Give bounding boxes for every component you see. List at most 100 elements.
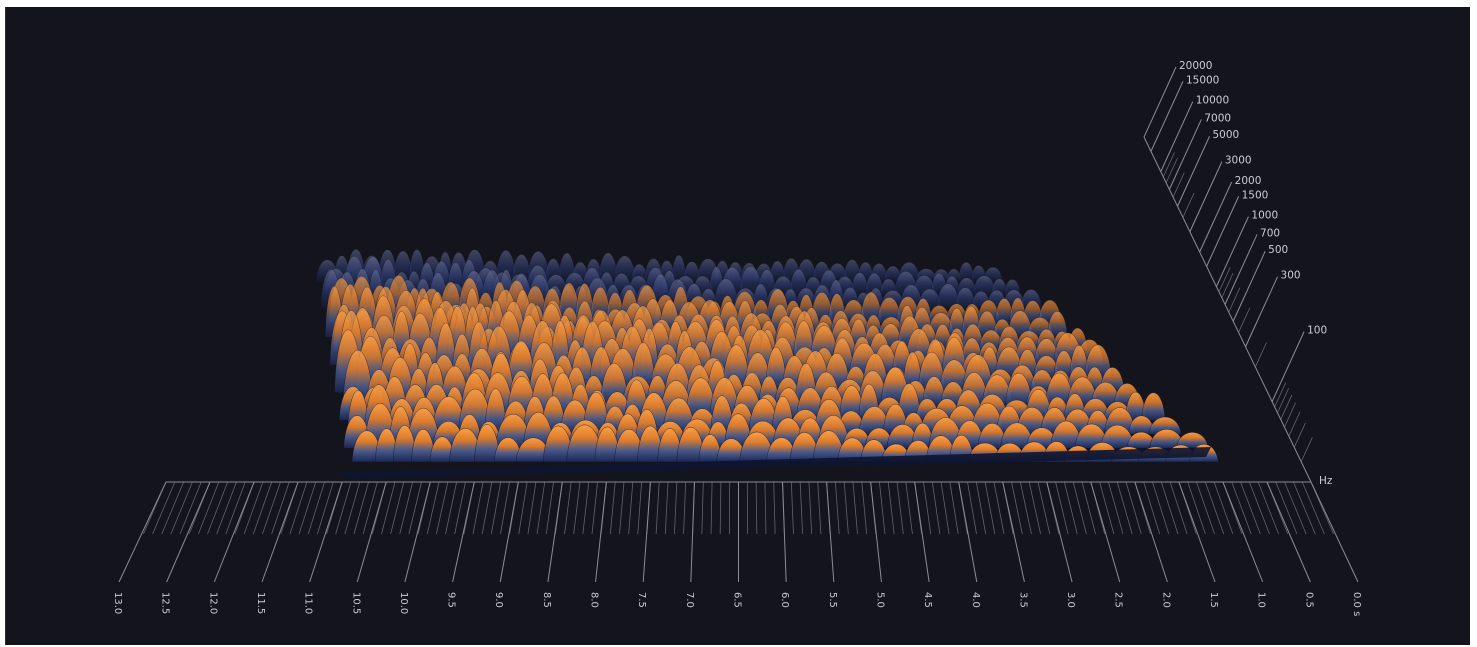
time-major-tick (1178, 481, 1216, 583)
time-minor-tick (773, 481, 776, 535)
time-minor-tick (1301, 481, 1325, 535)
time-major-tick (213, 481, 255, 583)
freq-tick-label: 15000 (1186, 74, 1219, 86)
freq-major-tick (1199, 181, 1233, 253)
time-minor-tick (216, 481, 237, 535)
time-tick-label: 12.0 (207, 592, 218, 614)
time-minor-tick (207, 481, 229, 535)
freq-minor-tick (1165, 158, 1178, 183)
time-tick-label: 3.5 (1017, 592, 1028, 608)
time-major-tick (166, 481, 211, 583)
time-minor-tick (817, 481, 822, 535)
time-minor-tick (1275, 481, 1298, 535)
time-minor-tick (1257, 481, 1280, 535)
freq-minor-tick (1172, 172, 1185, 198)
freq-major-tick (1232, 251, 1266, 322)
time-minor-tick (843, 481, 849, 535)
time-minor-tick (344, 481, 361, 535)
time-tick-label: 9.5 (446, 592, 457, 608)
time-minor-tick (408, 481, 422, 535)
time-minor-tick (1284, 481, 1307, 535)
time-minor-tick (1037, 481, 1051, 535)
time-major-tick (118, 481, 167, 583)
time-minor-tick (1293, 481, 1316, 535)
time-tick-label: 2.5 (1113, 592, 1124, 608)
time-minor-tick (353, 481, 369, 535)
freq-minor-tick (1288, 411, 1301, 437)
freq-minor-tick (1280, 394, 1293, 420)
time-minor-tick (1055, 481, 1069, 535)
time-tick-label: 6.5 (732, 592, 743, 608)
time-major-tick (642, 481, 651, 583)
freq-major-tick (1215, 216, 1249, 287)
freq-major-tick (1160, 101, 1194, 172)
time-minor-tick (390, 481, 405, 535)
time-minor-tick (298, 481, 317, 535)
freq-tick-label: 2000 (1235, 175, 1262, 187)
time-major-tick (1046, 481, 1073, 583)
time-minor-tick (967, 481, 977, 535)
freq-tick-label: 1500 (1242, 189, 1269, 201)
time-major-tick (309, 481, 343, 583)
freq-tick-label: 300 (1281, 270, 1301, 282)
time-major-tick (782, 481, 787, 583)
time-minor-tick (799, 481, 803, 535)
time-major-tick (452, 481, 475, 583)
freq-major-tick (1271, 331, 1305, 402)
time-tick-label: 4.0 (970, 592, 981, 608)
time-minor-tick (252, 481, 273, 535)
time-minor-tick (628, 481, 634, 535)
time-major-tick (1090, 481, 1121, 583)
time-minor-tick (426, 481, 440, 535)
time-tick-label: 6.0 (779, 592, 790, 608)
time-major-tick (356, 481, 387, 583)
time-major-tick (1002, 481, 1025, 583)
freq-major-tick (1168, 119, 1202, 190)
freq-axis-baseline (1143, 136, 1312, 483)
time-tick-label: 9.0 (493, 592, 504, 608)
time-minor-tick (949, 481, 959, 535)
spectrogram-3d-chart: 13.0 12.5 12.0 11.5 11.0 10.5 10.0 9.5 9.0 8.5 8.0… (112, 60, 1362, 616)
freq-minor-tick (1254, 342, 1267, 368)
time-minor-tick (701, 481, 704, 535)
time-minor-tick (1108, 481, 1124, 535)
time-minor-tick (472, 481, 484, 535)
time-tick-label: 0.5 (1303, 592, 1314, 608)
time-minor-tick (1187, 481, 1206, 535)
freq-minor-tick (1228, 287, 1241, 313)
time-minor-tick (764, 481, 767, 535)
time-major-tick (958, 481, 978, 583)
freq-major-tick (1224, 234, 1258, 305)
freq-major-tick (1245, 276, 1278, 347)
time-minor-tick (262, 481, 281, 535)
freq-major-tick (1206, 196, 1240, 267)
freq-tick-label: 7000 (1204, 112, 1231, 124)
time-minor-tick (1152, 481, 1170, 535)
axes-layer (118, 66, 1359, 583)
time-minor-tick (683, 481, 687, 535)
spectrum-floor (336, 447, 1211, 479)
time-minor-tick (545, 481, 554, 535)
time-minor-tick (1169, 481, 1188, 535)
freq-tick-label: 1000 (1251, 210, 1278, 222)
time-minor-tick (719, 481, 722, 535)
time-minor-tick (161, 481, 184, 535)
axis-labels-layer: 13.0 12.5 12.0 11.5 11.0 10.5 10.0 9.5 9.0 8.5 8.0… (112, 60, 1362, 616)
time-minor-tick (152, 481, 176, 535)
time-tick-label: 2.0 (1160, 592, 1171, 608)
time-minor-tick (307, 481, 325, 535)
time-minor-tick (362, 481, 378, 535)
time-tick-label: 12.5 (160, 592, 171, 614)
time-minor-tick (1240, 481, 1261, 535)
time-minor-tick (500, 481, 510, 535)
time-minor-tick (454, 481, 466, 535)
time-minor-tick (790, 481, 794, 535)
freq-tick-label: 20000 (1179, 60, 1212, 72)
time-major-tick (1134, 481, 1168, 583)
time-tick-label: 5.5 (827, 592, 838, 608)
freq-major-tick (1150, 81, 1184, 152)
time-minor-tick (609, 481, 616, 535)
freq-minor-tick (1284, 402, 1297, 428)
time-tick-label: 4.5 (922, 592, 933, 608)
time-minor-tick (637, 481, 643, 535)
